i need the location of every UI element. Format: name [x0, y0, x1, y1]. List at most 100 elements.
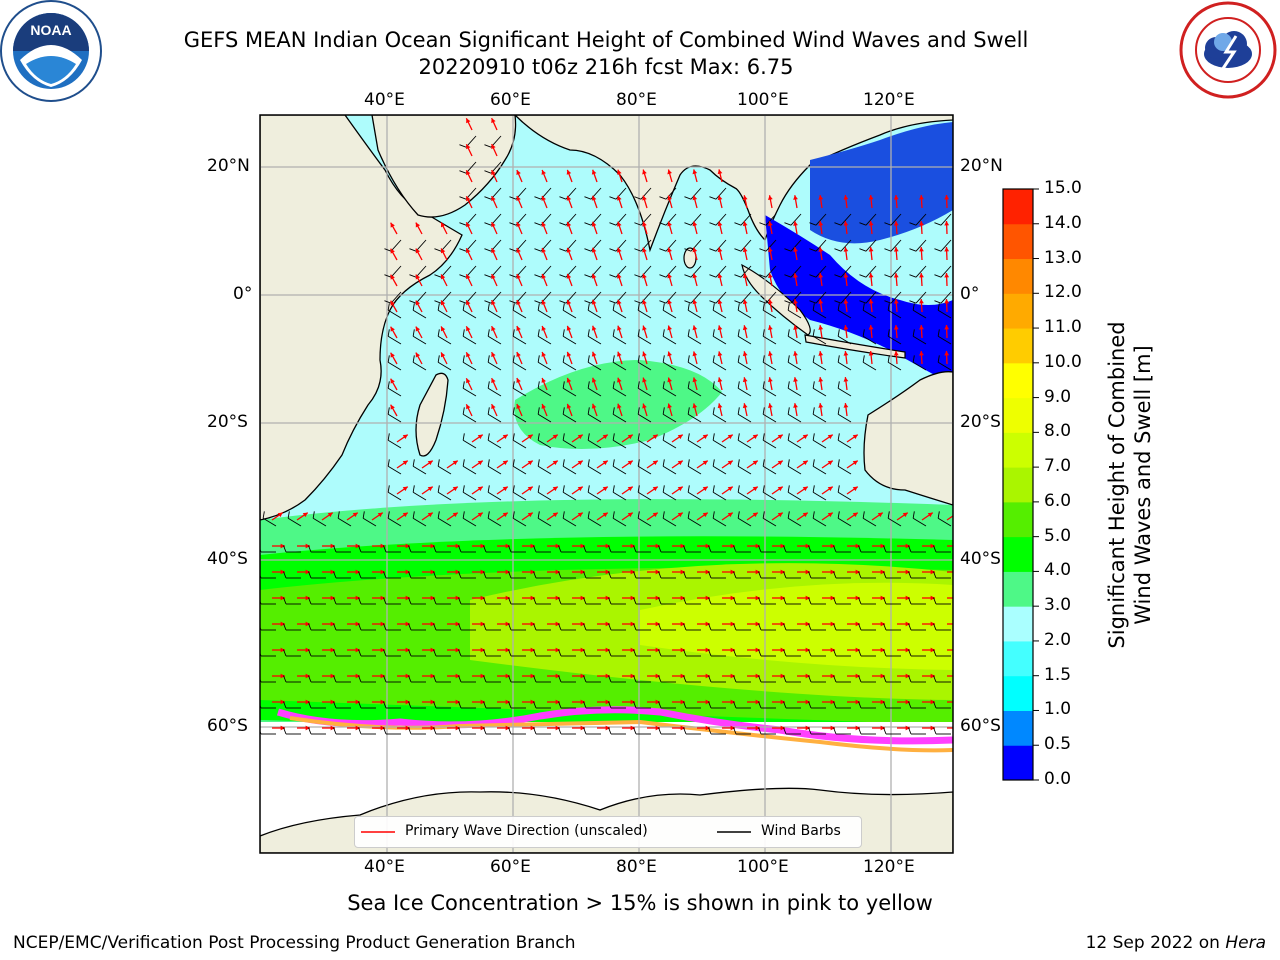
wind-barb: [665, 213, 677, 226]
wind-barb-flag: [412, 355, 415, 363]
wave-arrowhead: [355, 621, 360, 627]
wind-barb-flag: [687, 433, 690, 441]
colorbar-tick-label: 11.0: [1044, 317, 1082, 338]
legend-wave-label: Primary Wave Direction (unscaled): [405, 823, 648, 839]
colorbar-band: [1003, 606, 1033, 642]
wave-arrowhead: [455, 699, 460, 705]
wind-barb-flag: [533, 701, 537, 709]
colorbar-tick-label: 5.0: [1044, 525, 1072, 546]
wave-arrowhead: [402, 486, 408, 492]
wind-barb-flag: [909, 300, 917, 304]
wave-arrowhead: [793, 299, 798, 304]
wind-barb-flag: [683, 597, 687, 605]
wind-barb-flag: [812, 355, 815, 363]
wind-barb: [937, 335, 952, 345]
wind-barb-flag: [458, 597, 462, 605]
wave-arrowhead: [491, 300, 496, 306]
wind-barb-flag: [783, 701, 787, 709]
wind-barb-flag: [708, 675, 712, 683]
wave-direction-swatch: [361, 831, 395, 833]
wind-barb-flag: [762, 355, 765, 363]
wind-barb-flag: [909, 248, 917, 252]
wind-barb: [662, 491, 677, 501]
wave-arrowhead: [777, 512, 783, 518]
wind-barb-flag: [512, 485, 515, 493]
wind-barb-flag: [483, 649, 487, 657]
wave-arrowhead: [305, 699, 310, 705]
colorbar-label-line1: Significant Height of Combined: [1105, 321, 1129, 649]
wind-barb-flag: [637, 407, 640, 415]
wind-barb-flag: [933, 597, 937, 605]
lat-tick-right-20n: 20°N: [960, 156, 1003, 176]
wind-barb: [712, 517, 727, 527]
wind-barb-flag: [783, 545, 787, 553]
wind-barb-flag: [709, 248, 717, 252]
wind-barb-flag: [487, 485, 490, 493]
wave-arrowhead: [390, 326, 395, 332]
wind-barb: [537, 413, 552, 423]
wave-arrowhead: [843, 221, 849, 226]
wave-arrowhead: [280, 569, 285, 575]
wind-barb-flag: [633, 545, 637, 553]
wind-barb: [387, 517, 402, 527]
wind-barb-flag: [558, 597, 562, 605]
wave-arrowhead: [642, 221, 647, 227]
wave-arrowhead: [680, 621, 685, 627]
wind-barb-flag: [809, 300, 817, 304]
wind-barb-flag: [712, 511, 715, 519]
wind-barb-flag: [884, 248, 892, 252]
wave-arrowhead: [480, 699, 485, 705]
wave-arrowhead: [930, 569, 935, 575]
wave-arrowhead: [677, 512, 683, 518]
wave-arrowhead: [477, 460, 483, 466]
wave-arrowhead: [944, 221, 950, 226]
wind-barb-flag: [283, 649, 287, 657]
wave-arrowhead: [530, 621, 535, 627]
wave-arrowhead: [880, 673, 885, 679]
wind-barb-flag: [709, 274, 717, 278]
wind-barb: [412, 361, 427, 371]
wind-barb: [462, 413, 477, 423]
wind-barb-flag: [659, 222, 667, 226]
wave-arrowhead: [390, 274, 395, 280]
wind-barb-flag: [358, 571, 362, 579]
wind-barb-flag: [537, 459, 540, 467]
wave-arrowhead: [591, 377, 597, 383]
wave-arrowhead: [466, 196, 471, 202]
wind-barb-flag: [384, 300, 392, 304]
colorbar-tick-label: 14.0: [1044, 212, 1082, 233]
wind-barb-flag: [712, 303, 715, 311]
wind-barb-flag: [612, 407, 615, 415]
wave-arrowhead: [305, 543, 310, 549]
wind-barb-flag: [934, 274, 942, 278]
wave-arrowhead: [541, 403, 547, 409]
wave-arrowhead: [477, 434, 483, 440]
wind-barb-flag: [687, 303, 690, 311]
wave-arrowhead: [555, 647, 560, 653]
wave-arrowhead: [527, 434, 533, 440]
wind-barb-flag: [484, 144, 492, 148]
wave-arrowhead: [755, 543, 760, 549]
wind-barb-flag: [383, 597, 387, 605]
wave-arrowhead: [455, 621, 460, 627]
wind-barb: [412, 465, 427, 475]
wind-barb-flag: [483, 675, 487, 683]
wave-arrowhead: [491, 352, 496, 358]
wind-barb: [887, 309, 902, 319]
wind-barb: [665, 239, 677, 252]
wind-barb-flag: [662, 303, 665, 311]
wind-barb: [740, 291, 752, 304]
wave-arrowhead: [880, 699, 885, 705]
wave-arrowhead: [930, 699, 935, 705]
wave-arrowhead: [452, 460, 458, 466]
wave-arrowhead: [677, 486, 683, 492]
wind-barb: [437, 335, 452, 345]
wind-barb-flag: [633, 571, 637, 579]
wave-arrowhead: [855, 569, 860, 575]
wind-barb-flag: [662, 381, 665, 389]
wave-arrowhead: [455, 569, 460, 575]
wind-barb-flag: [409, 274, 417, 278]
wave-arrowhead: [742, 195, 748, 201]
wave-arrowhead: [415, 352, 421, 358]
wave-arrowhead: [768, 195, 773, 200]
